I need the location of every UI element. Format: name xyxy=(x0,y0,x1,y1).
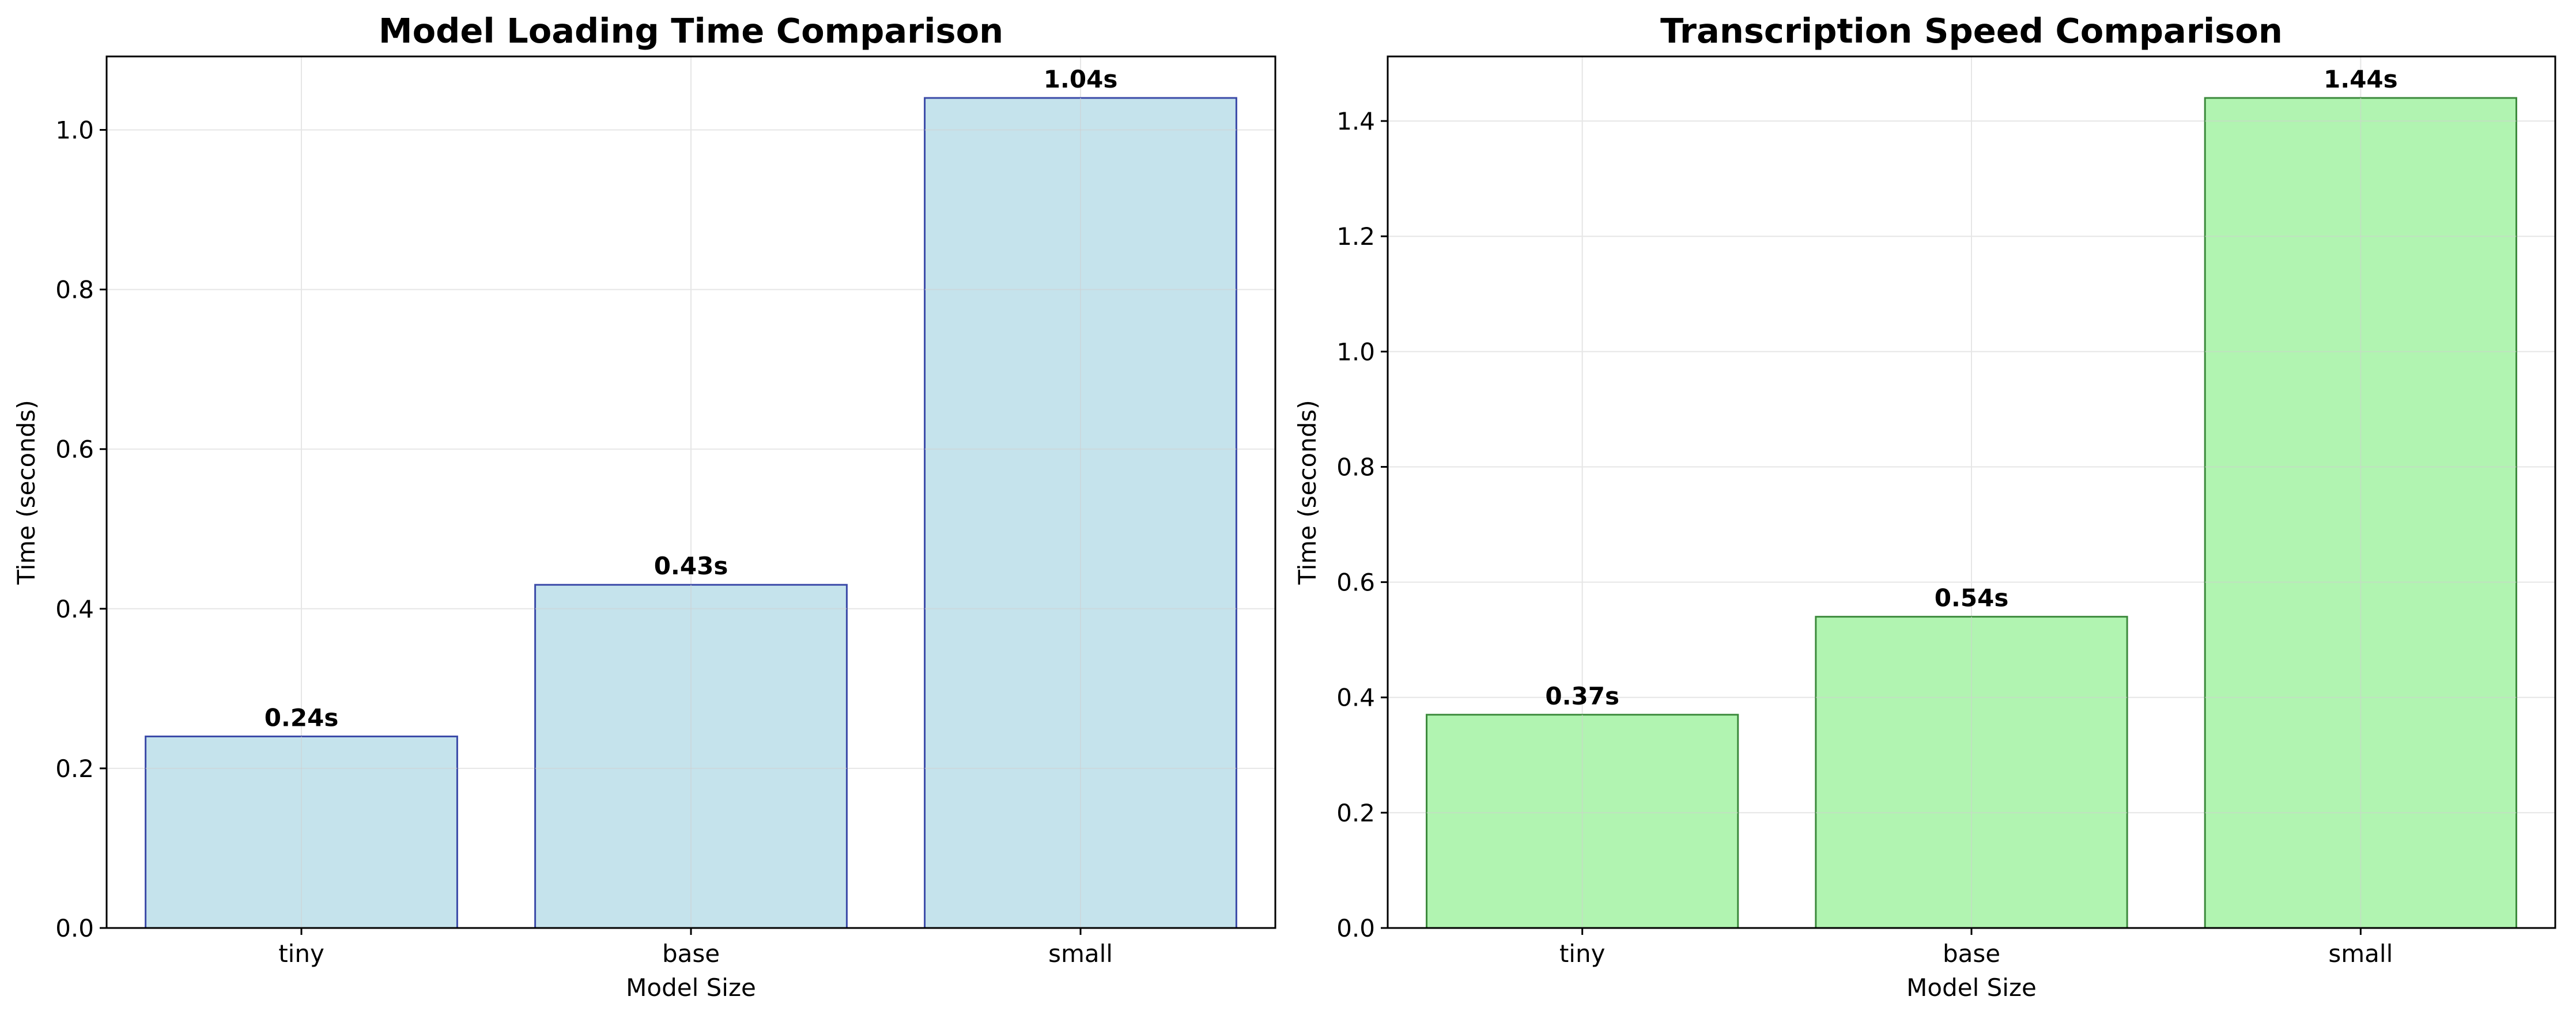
data-label: 0.37s xyxy=(1545,682,1619,710)
y-tick-label: 0.4 xyxy=(55,595,94,623)
data-label: 0.43s xyxy=(654,552,728,580)
x-axis-label: Model Size xyxy=(626,973,756,1002)
x-tick-label: base xyxy=(662,940,720,968)
bars xyxy=(145,97,1237,929)
data-label: 1.04s xyxy=(1044,65,1118,93)
y-tick-label: 0.8 xyxy=(1336,453,1375,481)
chart-title: Transcription Speed Comparison xyxy=(1660,11,2283,51)
y-tick-label: 1.0 xyxy=(55,116,94,144)
y-tick-label: 1.2 xyxy=(1336,222,1375,251)
x-tick-label: tiny xyxy=(278,940,324,968)
y-tick-label: 0.0 xyxy=(55,914,94,942)
bars xyxy=(1426,97,2517,929)
y-tick-label: 1.0 xyxy=(1336,338,1375,366)
x-tick-label: small xyxy=(1048,940,1113,968)
y-axis-label: Time (seconds) xyxy=(1293,400,1321,585)
y-tick-label: 1.4 xyxy=(1336,107,1375,135)
y-tick-label: 0.6 xyxy=(1336,569,1375,597)
y-axis-label: Time (seconds) xyxy=(12,400,40,585)
x-axis-label: Model Size xyxy=(1906,973,2037,1002)
y-tick-label: 0.8 xyxy=(55,276,94,304)
y-tick-label: 0.4 xyxy=(1336,684,1375,712)
data-label: 0.54s xyxy=(1935,584,2009,612)
y-tick-label: 0.2 xyxy=(1336,799,1375,827)
x-tick-label: small xyxy=(2328,940,2393,968)
x-tick-label: base xyxy=(1943,940,2000,968)
y-tick-label: 0.2 xyxy=(55,755,94,783)
subplot-1: 0.24s 0.43s 1.04s 0.0 0.2 0.4 0.6 0.8 1.0 tiny bas… xyxy=(12,11,1276,1002)
y-tick-label: 0.6 xyxy=(55,435,94,464)
chart-title: Model Loading Time Comparison xyxy=(379,11,1003,51)
y-tick-label: 0.0 xyxy=(1336,914,1375,942)
data-label: 1.44s xyxy=(2324,65,2398,93)
x-tick-label: tiny xyxy=(1559,940,1606,968)
subplot-2: 0.37s 0.54s 1.44s 0.0 0.2 0.4 0.6 0.8 1.0 1.2 1.4 t… xyxy=(1293,11,2556,1002)
data-label: 0.24s xyxy=(265,703,339,732)
